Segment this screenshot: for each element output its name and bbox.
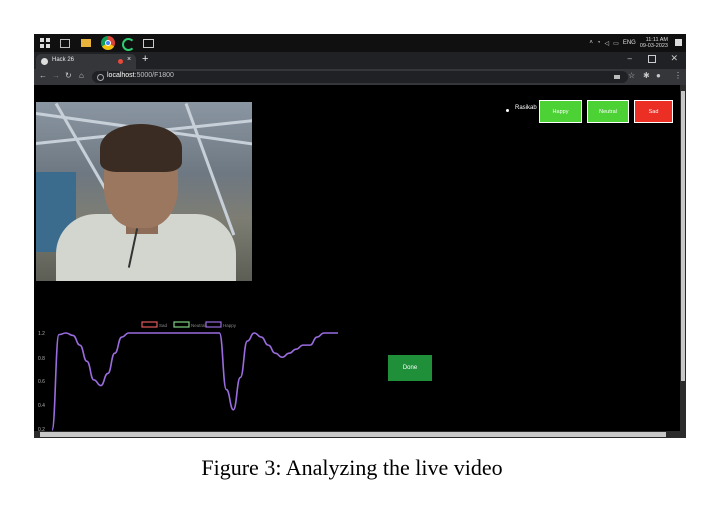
back-icon[interactable]: ← — [39, 71, 47, 80]
address-bar[interactable]: localhost:5000/F1800 — [92, 71, 628, 83]
y-tick-label: 0.2 — [38, 427, 45, 431]
camera-in-use-icon[interactable] — [614, 75, 620, 79]
url-text[interactable]: localhost:5000/F1800 — [107, 72, 174, 79]
reload-icon[interactable]: ↻ — [65, 71, 72, 80]
forward-icon[interactable]: → — [52, 71, 60, 80]
webcam-video — [36, 102, 252, 281]
refresh-app-icon[interactable] — [122, 38, 135, 51]
battery-icon[interactable]: ▭ — [613, 40, 619, 47]
tab-strip: Hack 26 × + – ✕ — [34, 52, 686, 69]
web-page: Rasikab Happy Neutral Sad 1.2 0.8 0.6 0.4 0.… — [34, 85, 680, 431]
legend-label: Sad — [159, 323, 168, 328]
windows-start-icon[interactable] — [40, 38, 50, 48]
browser-toolbar: ← → ↻ ⌂ localhost:5000/F1800 ☆ ✱ ● ⋮ — [34, 69, 686, 85]
user-name: Rasikab — [515, 105, 537, 111]
list-bullet — [506, 109, 509, 112]
neutral-button[interactable]: Neutral — [587, 100, 629, 123]
browser-tab[interactable]: Hack 26 × — [36, 54, 136, 69]
series-line-happy — [51, 332, 338, 431]
window-icon[interactable] — [143, 39, 154, 48]
legend-label: Neutral — [191, 323, 206, 328]
clock[interactable]: 11:11 AM 09-03-2023 — [640, 37, 668, 49]
close-window-icon[interactable]: ✕ — [670, 53, 678, 63]
figure-caption: Figure 3: Analyzing the live video — [201, 455, 503, 480]
bookmark-star-icon[interactable]: ☆ — [628, 71, 636, 80]
profile-icon[interactable]: ● — [656, 71, 661, 80]
legend-swatch — [141, 321, 158, 328]
clock-time: 11:11 AM — [645, 37, 668, 43]
legend-swatch — [173, 321, 190, 328]
y-tick-label: 0.4 — [38, 403, 45, 409]
new-tab-button[interactable]: + — [142, 53, 149, 65]
vertical-scrollbar[interactable] — [680, 85, 686, 431]
emotion-line-chart: 1.2 0.8 0.6 0.4 0.2 Sad Neutral Happy — [38, 321, 338, 431]
chrome-icon[interactable] — [101, 36, 115, 50]
person-hair — [100, 124, 182, 172]
sad-button[interactable]: Sad — [634, 100, 673, 123]
url-path: :5000/F1800 — [134, 72, 174, 79]
horizontal-scrollbar-thumb[interactable] — [40, 432, 666, 437]
volume-icon[interactable]: ◁ — [604, 40, 610, 47]
screenshot: ˄ ◔ ◁ ▭ ENG 11:11 AM 09-03-2023 Hack 26 … — [34, 34, 686, 438]
y-tick-label: 0.6 — [38, 379, 45, 385]
chevron-up-icon[interactable]: ˄ — [589, 40, 593, 46]
home-icon[interactable]: ⌂ — [79, 71, 84, 80]
minimize-icon[interactable]: – — [627, 54, 632, 63]
wifi-icon[interactable]: ◔ — [596, 40, 601, 46]
system-tray: ˄ ◔ ◁ ▭ ENG 11:11 AM 09-03-2023 — [589, 37, 668, 49]
menu-icon[interactable]: ⋮ — [674, 71, 682, 80]
extensions-icon[interactable]: ✱ — [643, 71, 650, 80]
tab-title: Hack 26 — [52, 57, 75, 63]
happy-button[interactable]: Happy — [539, 100, 582, 123]
url-host: localhost — [107, 72, 135, 79]
tab-favicon-icon — [41, 58, 48, 65]
maximize-icon[interactable] — [648, 55, 656, 63]
clock-date: 09-03-2023 — [639, 43, 668, 49]
scrollbar-thumb[interactable] — [681, 91, 685, 381]
done-button[interactable]: Done — [388, 355, 432, 381]
legend-swatch — [205, 321, 222, 328]
legend-label: Happy — [223, 323, 237, 328]
language-indicator[interactable]: ENG — [622, 40, 636, 46]
y-tick-label: 0.8 — [38, 356, 45, 362]
y-tick-label: 1.2 — [38, 331, 45, 337]
horizontal-scrollbar[interactable] — [34, 431, 686, 438]
recording-indicator-icon — [118, 59, 123, 64]
notification-icon[interactable] — [675, 39, 682, 46]
windows-taskbar: ˄ ◔ ◁ ▭ ENG 11:11 AM 09-03-2023 — [34, 34, 686, 52]
file-explorer-icon[interactable] — [81, 39, 91, 47]
site-info-icon[interactable] — [97, 74, 104, 81]
close-tab-icon[interactable]: × — [127, 56, 132, 63]
task-view-icon[interactable] — [60, 39, 70, 48]
